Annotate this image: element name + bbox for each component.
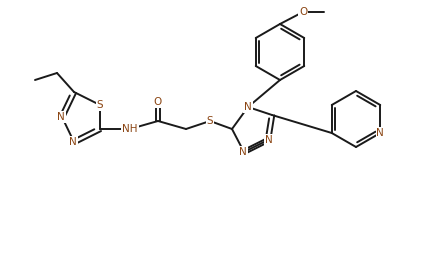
Text: NH: NH: [122, 124, 138, 134]
Text: S: S: [97, 100, 103, 110]
Text: S: S: [207, 116, 213, 126]
Text: N: N: [239, 147, 247, 157]
Text: O: O: [299, 7, 307, 17]
Text: O: O: [299, 7, 307, 17]
Text: N: N: [57, 112, 65, 122]
Text: NH: NH: [122, 124, 138, 134]
Text: N: N: [69, 137, 77, 147]
Text: N: N: [244, 102, 252, 112]
Text: N: N: [57, 112, 65, 122]
Text: O: O: [154, 97, 162, 107]
Text: N: N: [265, 135, 273, 145]
Text: N: N: [376, 128, 384, 138]
Text: S: S: [207, 116, 213, 126]
Text: N: N: [69, 137, 77, 147]
Text: S: S: [97, 100, 103, 110]
Text: O: O: [154, 97, 162, 107]
Text: N: N: [265, 135, 273, 145]
Text: N: N: [244, 102, 252, 112]
Text: N: N: [376, 128, 384, 138]
Text: N: N: [239, 147, 247, 157]
